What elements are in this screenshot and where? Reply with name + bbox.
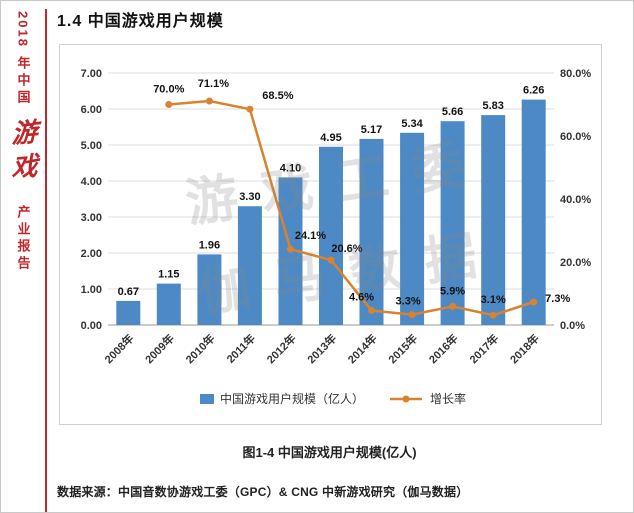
legend-bar-swatch: [200, 394, 214, 404]
bar-label: 1.15: [158, 269, 179, 281]
left-axis-tick: 2.00: [81, 248, 102, 260]
right-axis-tick: 0.0%: [560, 320, 585, 332]
bar: [319, 146, 343, 325]
growth-label: 3.3%: [396, 296, 421, 308]
x-axis-label: 2012年: [264, 331, 299, 366]
bar-label: 5.66: [442, 106, 463, 118]
bar: [440, 121, 465, 325]
bar: [237, 206, 262, 325]
right-axis-tick: 20.0%: [560, 257, 591, 269]
left-axis-tick: 7.00: [81, 68, 102, 80]
bar-label: 3.30: [239, 191, 260, 203]
right-axis-tick: 40.0%: [560, 194, 591, 206]
right-axis-tick: 60.0%: [560, 131, 591, 143]
growth-label: 5.9%: [440, 285, 465, 297]
growth-point: [489, 311, 497, 319]
bar: [197, 254, 222, 325]
growth-label: 4.6%: [349, 292, 374, 304]
growth-label: 24.1%: [295, 230, 326, 242]
bar-label: 5.34: [401, 118, 423, 130]
left-axis-tick: 0.00: [81, 320, 102, 332]
bar-label: 0.67: [118, 286, 139, 298]
sidebar-prefix: 年中国: [15, 55, 31, 107]
x-axis-label: 2011年: [223, 331, 258, 366]
x-axis-label: 2009年: [142, 331, 177, 366]
game-logo: 游戏: [7, 117, 38, 189]
growth-label: 7.3%: [545, 293, 570, 305]
figure-caption: 图1-4 中国游戏用户规模(亿人): [242, 445, 417, 460]
growth-label: 71.1%: [198, 78, 229, 90]
growth-line: [168, 99, 535, 317]
x-axis-label: 2008年: [101, 331, 136, 366]
x-axis-label: 2014年: [345, 331, 380, 366]
x-axis-label: 2017年: [466, 331, 501, 366]
bar-label: 1.96: [199, 239, 220, 251]
bar: [400, 132, 425, 325]
bar: [116, 300, 141, 325]
left-axis-tick: 1.00: [81, 284, 102, 296]
sidebar-year: 2018: [15, 11, 31, 48]
bar-label: 5.17: [361, 124, 382, 136]
bar-label: 5.83: [482, 100, 503, 112]
x-axis-label: 2016年: [426, 331, 461, 366]
growth-label: 70.0%: [153, 84, 184, 96]
bar-label: 6.26: [523, 85, 544, 97]
growth-label: 68.5%: [262, 90, 293, 102]
growth-label: 20.6%: [331, 243, 362, 255]
bar-label: 4.95: [320, 132, 341, 144]
content: 1.4 中国游戏用户规模 0.00 1.00 2.00 3.00 4.00 5.00 6.0…: [57, 7, 623, 500]
left-axis-tick: 6.00: [81, 104, 102, 116]
x-axis-label: 2010年: [183, 331, 218, 366]
chart: 0.00 1.00 2.00 3.00 4.00 5.00 6.00 7.00 0.0% 20.0…: [59, 44, 602, 425]
growth-point: [408, 311, 416, 319]
right-axis-tick: 80.0%: [560, 68, 591, 80]
bar: [359, 138, 384, 325]
sidebar-suffix: 产业报告: [15, 204, 31, 273]
left-axis-tick: 3.00: [81, 212, 102, 224]
growth-point: [165, 101, 173, 108]
left-axis-tick: 4.00: [81, 176, 102, 188]
growth-point: [449, 302, 457, 310]
growth-label: 3.1%: [481, 294, 506, 306]
bar: [481, 115, 506, 325]
legend-line-label: 增长率: [430, 391, 466, 406]
growth-point: [530, 298, 538, 306]
growth-point: [327, 256, 335, 264]
page-title: 1.4 中国游戏用户规模: [57, 13, 224, 30]
legend-bar-label: 中国游戏用户规模（亿人）: [220, 391, 364, 406]
growth-point: [246, 105, 254, 113]
data-source: 数据来源：中国音数协游戏工委（GPC）& CNG 中新游戏研究（伽马数据）: [57, 485, 469, 499]
growth-point: [205, 97, 213, 105]
legend-line-dot: [402, 395, 410, 403]
x-axis-label: 2013年: [304, 331, 339, 366]
bar: [521, 99, 546, 325]
sidebar: 2018 年中国 游戏 产业报告: [1, 1, 45, 512]
sidebar-divider: [45, 9, 47, 512]
growth-point: [287, 245, 294, 253]
growth-point: [368, 307, 375, 314]
x-axis-label: 2018年: [507, 331, 542, 366]
bar-label: 4.10: [280, 162, 301, 174]
chart-canvas: 0.00 1.00 2.00 3.00 4.00 5.00 6.00 7.00 0.0% 20.0…: [81, 68, 592, 406]
x-axis-label: 2015年: [385, 331, 420, 366]
bar: [156, 283, 181, 325]
left-axis-tick: 5.00: [81, 140, 102, 152]
